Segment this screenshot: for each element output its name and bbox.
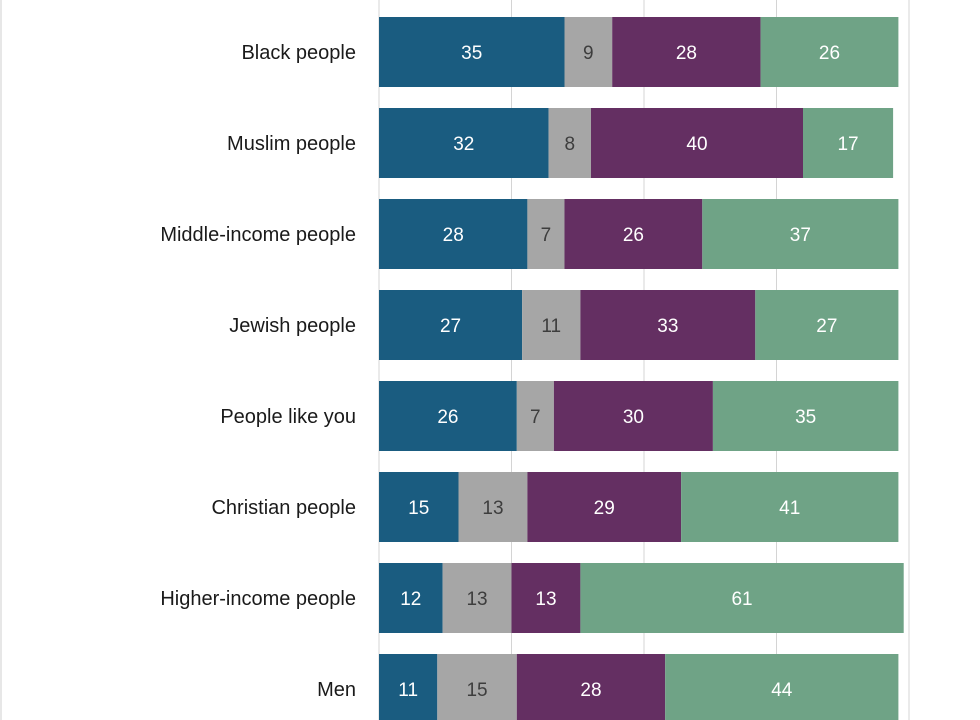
- bar-segment: [580, 290, 756, 360]
- data-label: 40: [686, 134, 707, 155]
- bar-segment: [379, 563, 443, 633]
- bar-segment: [379, 199, 528, 269]
- data-label: 33: [657, 316, 678, 337]
- bar-segment: [760, 17, 899, 87]
- data-label: 26: [623, 225, 644, 246]
- data-label: 26: [819, 43, 840, 64]
- data-label: 7: [530, 407, 541, 428]
- category-label: Men: [317, 679, 356, 701]
- category-label: People like you: [220, 406, 356, 428]
- bar-segment: [379, 108, 549, 178]
- data-label: 61: [731, 589, 752, 610]
- data-label: 28: [443, 225, 464, 246]
- bar-segment: [702, 199, 899, 269]
- data-label: 30: [623, 407, 644, 428]
- bar-segment: [591, 108, 803, 178]
- category-label: Christian people: [211, 497, 356, 519]
- data-label: 12: [400, 589, 421, 610]
- category-label: Middle-income people: [160, 224, 356, 246]
- bar-segment: [527, 472, 682, 542]
- data-label: 37: [790, 225, 811, 246]
- bar-segment: [379, 290, 523, 360]
- bar-segment: [527, 199, 565, 269]
- bar-segment: [379, 17, 565, 87]
- bar-segment: [522, 290, 581, 360]
- data-label: 11: [398, 680, 418, 701]
- bar-segment: [516, 381, 554, 451]
- data-label: 13: [466, 589, 487, 610]
- bar-segment: [379, 381, 517, 451]
- data-label: 32: [453, 134, 474, 155]
- category-label: Higher-income people: [160, 588, 356, 610]
- category-label: Black people: [241, 42, 356, 64]
- bar-segment: [665, 654, 899, 720]
- bar-segment: [379, 654, 438, 720]
- data-label: 28: [580, 680, 601, 701]
- data-label: 13: [535, 589, 556, 610]
- bar-segment: [564, 17, 613, 87]
- bar-segment: [755, 290, 899, 360]
- data-label: 29: [594, 498, 615, 519]
- bar-segment: [564, 199, 703, 269]
- bar-segment: [712, 381, 899, 451]
- bar-segment: [580, 563, 904, 633]
- data-label: 35: [795, 407, 816, 428]
- data-label: 17: [837, 134, 858, 155]
- bar-layer: [379, 17, 904, 720]
- bar-segment: [437, 654, 517, 720]
- bar-segment: [511, 563, 581, 633]
- data-label: 27: [816, 316, 837, 337]
- data-label: 7: [541, 225, 552, 246]
- data-label: 28: [676, 43, 697, 64]
- data-label: 13: [482, 498, 503, 519]
- bar-segment: [516, 654, 666, 720]
- data-label: 15: [466, 680, 487, 701]
- data-label: 26: [437, 407, 458, 428]
- bar-segment: [553, 381, 713, 451]
- data-label: 11: [541, 316, 561, 337]
- category-label: Jewish people: [229, 315, 356, 337]
- data-label: 8: [565, 134, 576, 155]
- bar-segment: [458, 472, 528, 542]
- bar-segment: [612, 17, 761, 87]
- bar-segment: [548, 108, 591, 178]
- category-label: Muslim people: [227, 133, 356, 155]
- data-label: 41: [779, 498, 800, 519]
- label-layer: Black people 35 9 28 26 Muslim people 32 8 40 17 M…: [160, 42, 858, 701]
- data-label: 15: [408, 498, 429, 519]
- data-label: 27: [440, 316, 461, 337]
- data-label: 35: [461, 43, 482, 64]
- data-label: 9: [583, 43, 594, 64]
- bar-segment: [442, 563, 512, 633]
- bar-segment: [803, 108, 894, 178]
- bar-segment: [681, 472, 899, 542]
- bar-segment: [379, 472, 459, 542]
- data-label: 44: [771, 680, 793, 701]
